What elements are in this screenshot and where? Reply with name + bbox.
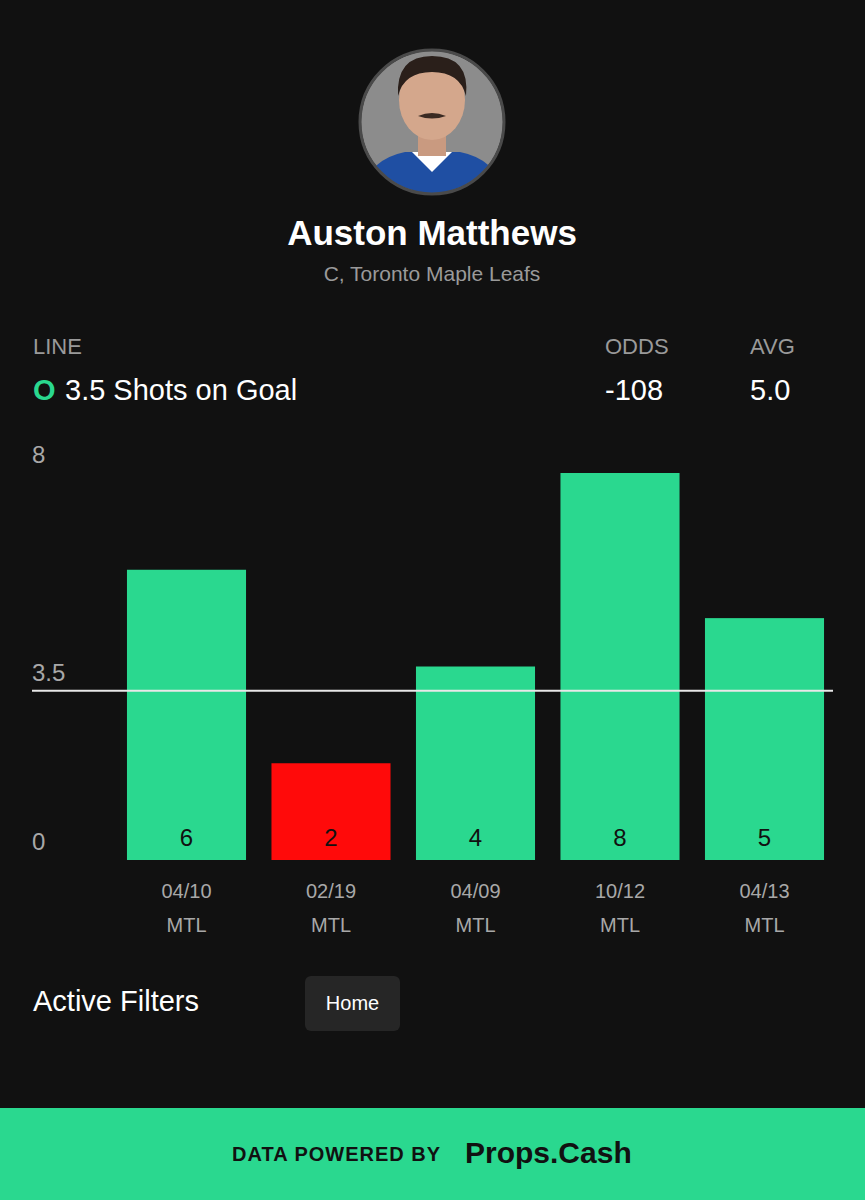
line-text: 3.5 Shots on Goal [65,374,297,406]
threshold-line [32,690,833,692]
canvas: Auston Matthews C, Toronto Maple Leafs LIN… [0,0,865,1200]
background [0,0,865,1200]
data-label: 8 [613,824,626,851]
bar [560,473,679,860]
x-tick-label-line: MTL [745,914,785,936]
filter-chip-label: Home [326,992,379,1014]
x-tick-label-line: 04/13 [739,880,789,902]
data-label: 5 [758,824,771,851]
bar [271,763,390,860]
avatar-moustache [418,113,446,119]
player-name: Auston Matthews [287,213,577,252]
x-tick-label-line: 04/09 [450,880,500,902]
avg-value: 5.0 [750,374,790,406]
y-tick-label: 8 [32,441,45,468]
avg-label: AVG [750,334,795,359]
filter-chip [305,976,400,1031]
x-tick-label-line: 10/12 [595,880,645,902]
x-tick-label-line: MTL [167,914,207,936]
bar [705,618,824,860]
page: {"header": {"name": "Auston Matthews", "… [0,0,865,1200]
x-tick-label: 04/09 MTL [450,880,500,936]
footer-bg [0,1108,865,1200]
avatar [350,40,520,210]
footer-prefix: DATA POWERED BY [232,1143,441,1165]
x-tick-label: 02/19 MTL [306,880,356,936]
data-label: 6 [180,824,193,851]
x-tick-label-line: 02/19 [306,880,356,902]
y-tick-label: 3.5 [32,659,65,686]
line-label: LINE [33,334,82,359]
odds-value: -108 [605,374,663,406]
data-label: 2 [324,824,337,851]
avatar-bg [350,40,520,210]
player-team: C, Toronto Maple Leafs [324,262,541,285]
filters-title: Active Filters [33,985,199,1017]
avatar-hair [398,56,466,96]
data-label: 4 [469,824,482,851]
bar [416,667,535,861]
odds-label: ODDS [605,334,669,359]
x-tick-label-line: 04/10 [161,880,211,902]
x-tick-label: 04/10 MTL [161,880,211,936]
y-tick-label: 0 [32,828,45,855]
x-tick-label-line: MTL [311,914,351,936]
avatar-border [360,50,504,194]
x-tick-label: 04/13 MTL [739,880,789,936]
footer-brand: Props.Cash [465,1136,632,1169]
x-tick-label-line: MTL [456,914,496,936]
line-side: O [33,374,56,406]
bar [127,570,246,860]
x-tick-label-line: MTL [600,914,640,936]
bars [127,473,824,860]
x-tick-label: 10/12 MTL [595,880,645,936]
